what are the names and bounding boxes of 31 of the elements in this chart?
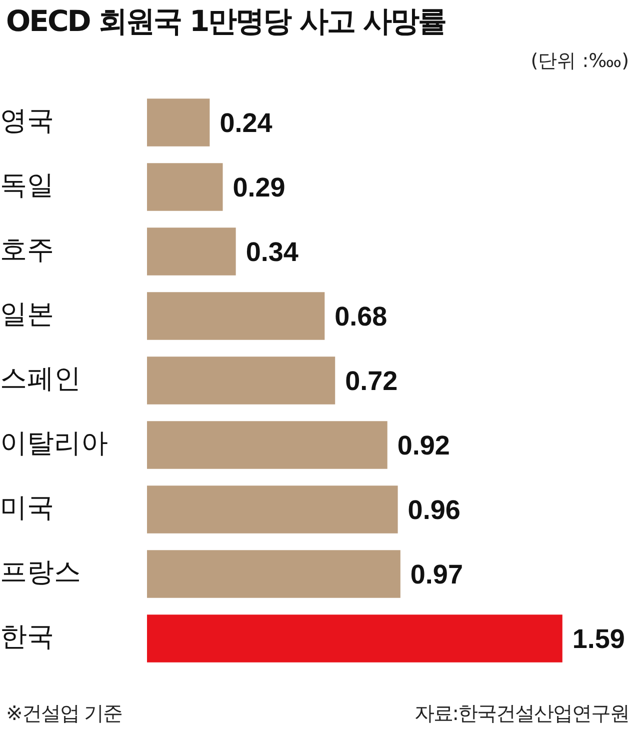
- data-label: 1.59: [572, 624, 625, 654]
- y-tick-label: 이탈리아: [0, 428, 108, 460]
- bar: [147, 550, 400, 598]
- bar: [147, 421, 388, 469]
- chart-title: OECD 회원국 1만명당 사고 사망률: [6, 3, 446, 40]
- bar: [147, 356, 336, 404]
- chart-subtitle: (단위 :‱): [530, 49, 629, 74]
- y-tick-label: 일본: [0, 299, 54, 330]
- data-label: 0.34: [246, 236, 298, 267]
- bar: [147, 614, 562, 662]
- bar: [147, 486, 398, 534]
- y-tick-label: 한국: [0, 622, 54, 653]
- data-label: 0.96: [408, 494, 460, 525]
- bar: [147, 228, 236, 276]
- text: ※건설업 기준: [6, 700, 122, 727]
- data-label: 0.29: [232, 172, 286, 202]
- bar: [147, 163, 223, 211]
- text: 자료:한국건설산업연구원: [414, 700, 629, 727]
- bar: [147, 98, 210, 146]
- data-label: 0.97: [410, 559, 463, 590]
- y-tick-label: 스페인: [0, 364, 81, 395]
- data-label: 0.72: [345, 366, 398, 396]
- y-tick-label: 영국: [0, 105, 54, 136]
- y-tick-label: 미국: [0, 492, 54, 524]
- y-tick-label: 프랑스: [0, 557, 81, 588]
- data-label: 0.24: [220, 108, 272, 138]
- data-label: 0.68: [334, 301, 388, 332]
- y-tick-label: 호주: [0, 234, 54, 266]
- bar: [147, 292, 325, 340]
- y-tick-label: 독일: [0, 170, 54, 201]
- data-label: 0.92: [397, 430, 450, 460]
